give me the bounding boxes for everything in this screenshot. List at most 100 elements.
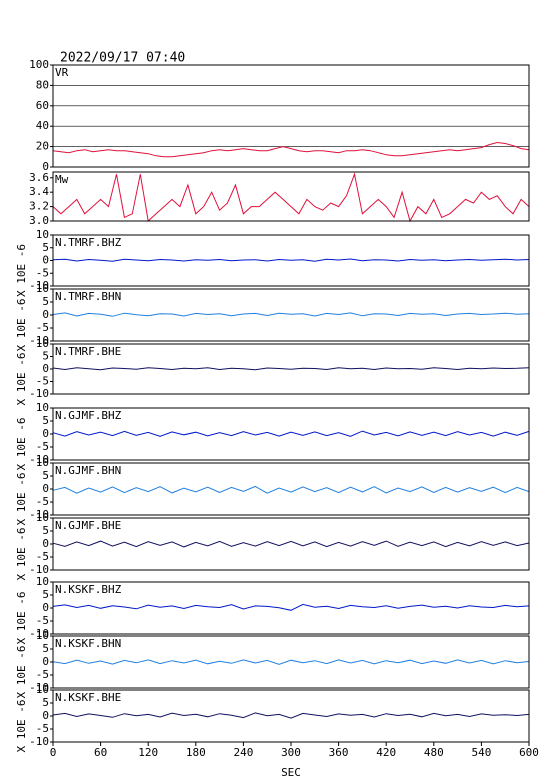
- y-tick-label: 0: [42, 308, 49, 321]
- y-tick-label: 3.6: [29, 171, 49, 184]
- y-tick-label: -5: [36, 495, 49, 508]
- series-line: [52, 485, 530, 494]
- y-tick-label: 5: [42, 642, 49, 655]
- y-tick-label: 5: [42, 414, 49, 427]
- y-tick-label: 5: [42, 350, 49, 363]
- panel-frame: [52, 581, 530, 635]
- y-tick-label: 5: [42, 469, 49, 482]
- y-tick-label: -10: [29, 334, 49, 347]
- y-axis-label: X 10E -6: [15, 299, 28, 352]
- series-line: [52, 659, 530, 665]
- panel-name: N.TMRF.BHZ: [55, 236, 122, 249]
- panel-name: VR: [55, 66, 69, 79]
- y-tick-label: 5: [42, 696, 49, 709]
- x-tick-label: 240: [233, 746, 253, 759]
- panel-name: N.KSKF.BHE: [55, 691, 121, 704]
- y-tick-label: -5: [36, 440, 49, 453]
- y-tick-label: 0: [42, 482, 49, 495]
- y-tick-label: -10: [29, 279, 49, 292]
- y-tick-label: 20: [36, 140, 49, 153]
- y-tick-label: 0: [42, 537, 49, 550]
- y-axis-label: X 10E -6: [15, 418, 28, 471]
- y-tick-label: 0: [42, 254, 49, 267]
- y-tick-label: -5: [36, 266, 49, 279]
- y-axis-label: X 10E -6: [15, 244, 28, 297]
- y-tick-label: 10: [36, 629, 49, 642]
- panel-frame: [52, 689, 530, 743]
- x-tick-label: 480: [424, 746, 444, 759]
- x-tick-label: 540: [471, 746, 491, 759]
- y-tick-label: 5: [42, 524, 49, 537]
- y-axis-label: X 10E -6: [15, 700, 28, 753]
- panel-name: N.GJMF.BHE: [55, 519, 121, 532]
- panel-name: N.TMRF.BHN: [55, 290, 121, 303]
- y-axis-label: X 10E -6: [15, 528, 28, 581]
- series-line: [52, 430, 530, 437]
- y-tick-label: -5: [36, 550, 49, 563]
- y-tick-label: 5: [42, 588, 49, 601]
- y-tick-label: 0: [42, 655, 49, 668]
- y-tick-label: -10: [29, 387, 49, 400]
- y-tick-label: -10: [29, 563, 49, 576]
- series-line: [52, 312, 530, 317]
- y-tick-label: 10: [36, 337, 49, 350]
- y-axis-label: X 10E -6: [15, 473, 28, 526]
- x-tick-label: 0: [50, 746, 57, 759]
- series-line: [52, 172, 530, 223]
- y-tick-label: 5: [42, 241, 49, 254]
- y-tick-label: -10: [29, 508, 49, 521]
- panel-name: Mw: [55, 173, 69, 186]
- y-tick-label: 0: [42, 362, 49, 375]
- panel-frame: [52, 462, 530, 516]
- y-tick-label: 10: [36, 282, 49, 295]
- y-tick-label: 0: [42, 709, 49, 722]
- series-line: [52, 141, 530, 158]
- x-tick-label: 300: [281, 746, 301, 759]
- y-tick-label: 60: [36, 99, 49, 112]
- panel-frame: [52, 407, 530, 461]
- y-tick-label: -10: [29, 735, 49, 748]
- y-axis-label: X 10E -6: [15, 646, 28, 699]
- series-line: [52, 712, 530, 719]
- y-tick-label: 5: [42, 295, 49, 308]
- panel-name: N.GJMF.BHZ: [55, 409, 122, 422]
- panel-frame: [52, 343, 530, 395]
- x-tick-label: 360: [329, 746, 349, 759]
- panel-frame: [52, 64, 530, 168]
- y-tick-label: -5: [36, 321, 49, 334]
- y-tick-label: 10: [36, 511, 49, 524]
- y-tick-label: -5: [36, 614, 49, 627]
- y-tick-label: -10: [29, 681, 49, 694]
- y-tick-label: -5: [36, 375, 49, 388]
- y-axis-label: X 10E -6: [15, 353, 28, 406]
- panel-name: N.KSKF.BHZ: [55, 583, 122, 596]
- y-tick-label: -10: [29, 453, 49, 466]
- y-tick-label: 10: [36, 228, 49, 241]
- panel-name: N.KSKF.BHN: [55, 637, 121, 650]
- y-tick-label: 10: [36, 401, 49, 414]
- series-line: [52, 603, 530, 611]
- panel-name: N.GJMF.BHN: [55, 464, 121, 477]
- panel-frame: [52, 171, 530, 222]
- y-tick-label: -10: [29, 627, 49, 640]
- panel-frame: [52, 288, 530, 342]
- y-tick-label: 10: [36, 575, 49, 588]
- y-tick-label: 100: [29, 58, 49, 71]
- x-tick-label: 600: [519, 746, 539, 759]
- y-tick-label: 40: [36, 119, 49, 132]
- panel-frame: [52, 234, 530, 287]
- panel-frame: [52, 635, 530, 689]
- panel-frame: [52, 517, 530, 571]
- chart-title: 2022/09/17 07:40: [60, 51, 185, 66]
- y-tick-label: 0: [42, 427, 49, 440]
- y-tick-label: 80: [36, 78, 49, 91]
- y-tick-label: 0: [42, 160, 49, 173]
- x-tick-label: 180: [186, 746, 206, 759]
- y-tick-label: -5: [36, 668, 49, 681]
- y-tick-label: -5: [36, 722, 49, 735]
- x-tick-label: 420: [376, 746, 396, 759]
- series-line: [52, 540, 530, 548]
- y-tick-label: 10: [36, 683, 49, 696]
- y-tick-label: 10: [36, 456, 49, 469]
